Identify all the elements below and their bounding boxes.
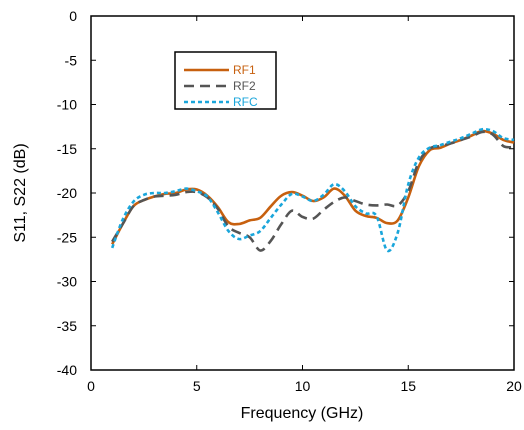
y-tick-label: -5 xyxy=(65,52,78,68)
series-line-rf2 xyxy=(111,130,515,252)
y-tick-label: -30 xyxy=(57,274,77,290)
y-tick-label: -25 xyxy=(57,229,77,245)
y-tick-label: 0 xyxy=(69,8,77,24)
x-tick-label: 10 xyxy=(295,378,311,394)
y-tick-label: -20 xyxy=(57,185,77,201)
x-axis-ticks: 0 5 10 15 20 xyxy=(87,16,522,394)
x-tick-label: 15 xyxy=(400,378,416,394)
x-tick-label: 0 xyxy=(87,378,95,394)
x-tick-label: 5 xyxy=(193,378,201,394)
series-layer xyxy=(110,127,515,253)
legend-label-rfc: RFC xyxy=(233,95,258,109)
y-tick-label: -35 xyxy=(57,318,77,334)
series-line-rfc xyxy=(110,127,515,253)
x-tick-label: 20 xyxy=(506,378,522,394)
y-tick-label: -40 xyxy=(57,362,77,378)
legend: RF1 RF2 RFC xyxy=(174,51,277,110)
legend-box xyxy=(174,51,277,110)
y-axis-label: S11, S22 (dB) xyxy=(12,143,29,242)
x-axis-label: Frequency (GHz) xyxy=(241,405,364,422)
y-tick-label: -15 xyxy=(57,141,77,157)
y-tick-label: -10 xyxy=(57,97,77,113)
legend-label-rf2: RF2 xyxy=(233,79,256,93)
legend-label-rf1: RF1 xyxy=(233,63,256,77)
y-axis-ticks: 0 -5 -10 -15 -20 -25 -30 -35 -40 xyxy=(57,8,514,378)
